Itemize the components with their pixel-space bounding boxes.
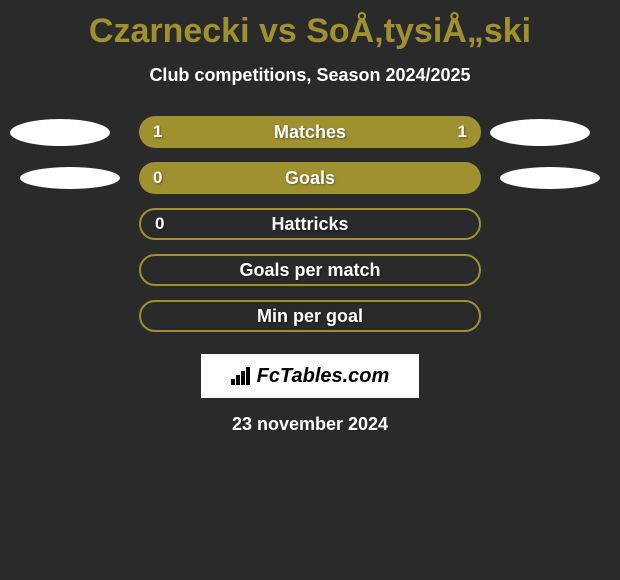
stat-bar: Min per goal	[139, 300, 481, 332]
stat-row: 1 Matches 1	[0, 116, 620, 148]
stat-value-left: 0	[155, 214, 164, 234]
logo-label: FcTables.com	[257, 365, 390, 388]
stat-row: 0 Goals	[0, 162, 620, 194]
stat-row: Min per goal	[0, 300, 620, 332]
ellipse-right	[500, 167, 600, 189]
stat-bar: 1 Matches 1	[139, 116, 481, 148]
stat-value-left: 1	[153, 122, 162, 142]
logo-text: FcTables.com	[231, 365, 390, 388]
stat-label: Hattricks	[271, 214, 348, 235]
page-subtitle: Club competitions, Season 2024/2025	[149, 65, 470, 86]
stat-row: 0 Hattricks	[0, 208, 620, 240]
stat-label: Goals per match	[239, 260, 380, 281]
ellipse-right	[490, 119, 590, 146]
date-text: 23 november 2024	[232, 414, 388, 435]
stat-bar: 0 Goals	[139, 162, 481, 194]
stat-value-right: 1	[458, 122, 467, 142]
ellipse-left	[10, 119, 110, 146]
stat-bar: Goals per match	[139, 254, 481, 286]
stat-label: Min per goal	[257, 306, 363, 327]
stat-label: Goals	[285, 168, 335, 189]
stat-bar: 0 Hattricks	[139, 208, 481, 240]
chart-icon	[231, 367, 253, 385]
chart-container: Czarnecki vs SoÅ‚tysiÅ„ski Club competit…	[0, 0, 620, 435]
stats-section: 1 Matches 1 0 Goals 0 Hattricks	[0, 116, 620, 346]
stat-row: Goals per match	[0, 254, 620, 286]
stat-label: Matches	[274, 122, 346, 143]
ellipse-left	[20, 167, 120, 189]
stat-value-left: 0	[153, 168, 162, 188]
logo-box: FcTables.com	[201, 354, 419, 398]
page-title: Czarnecki vs SoÅ‚tysiÅ„ski	[89, 12, 531, 51]
